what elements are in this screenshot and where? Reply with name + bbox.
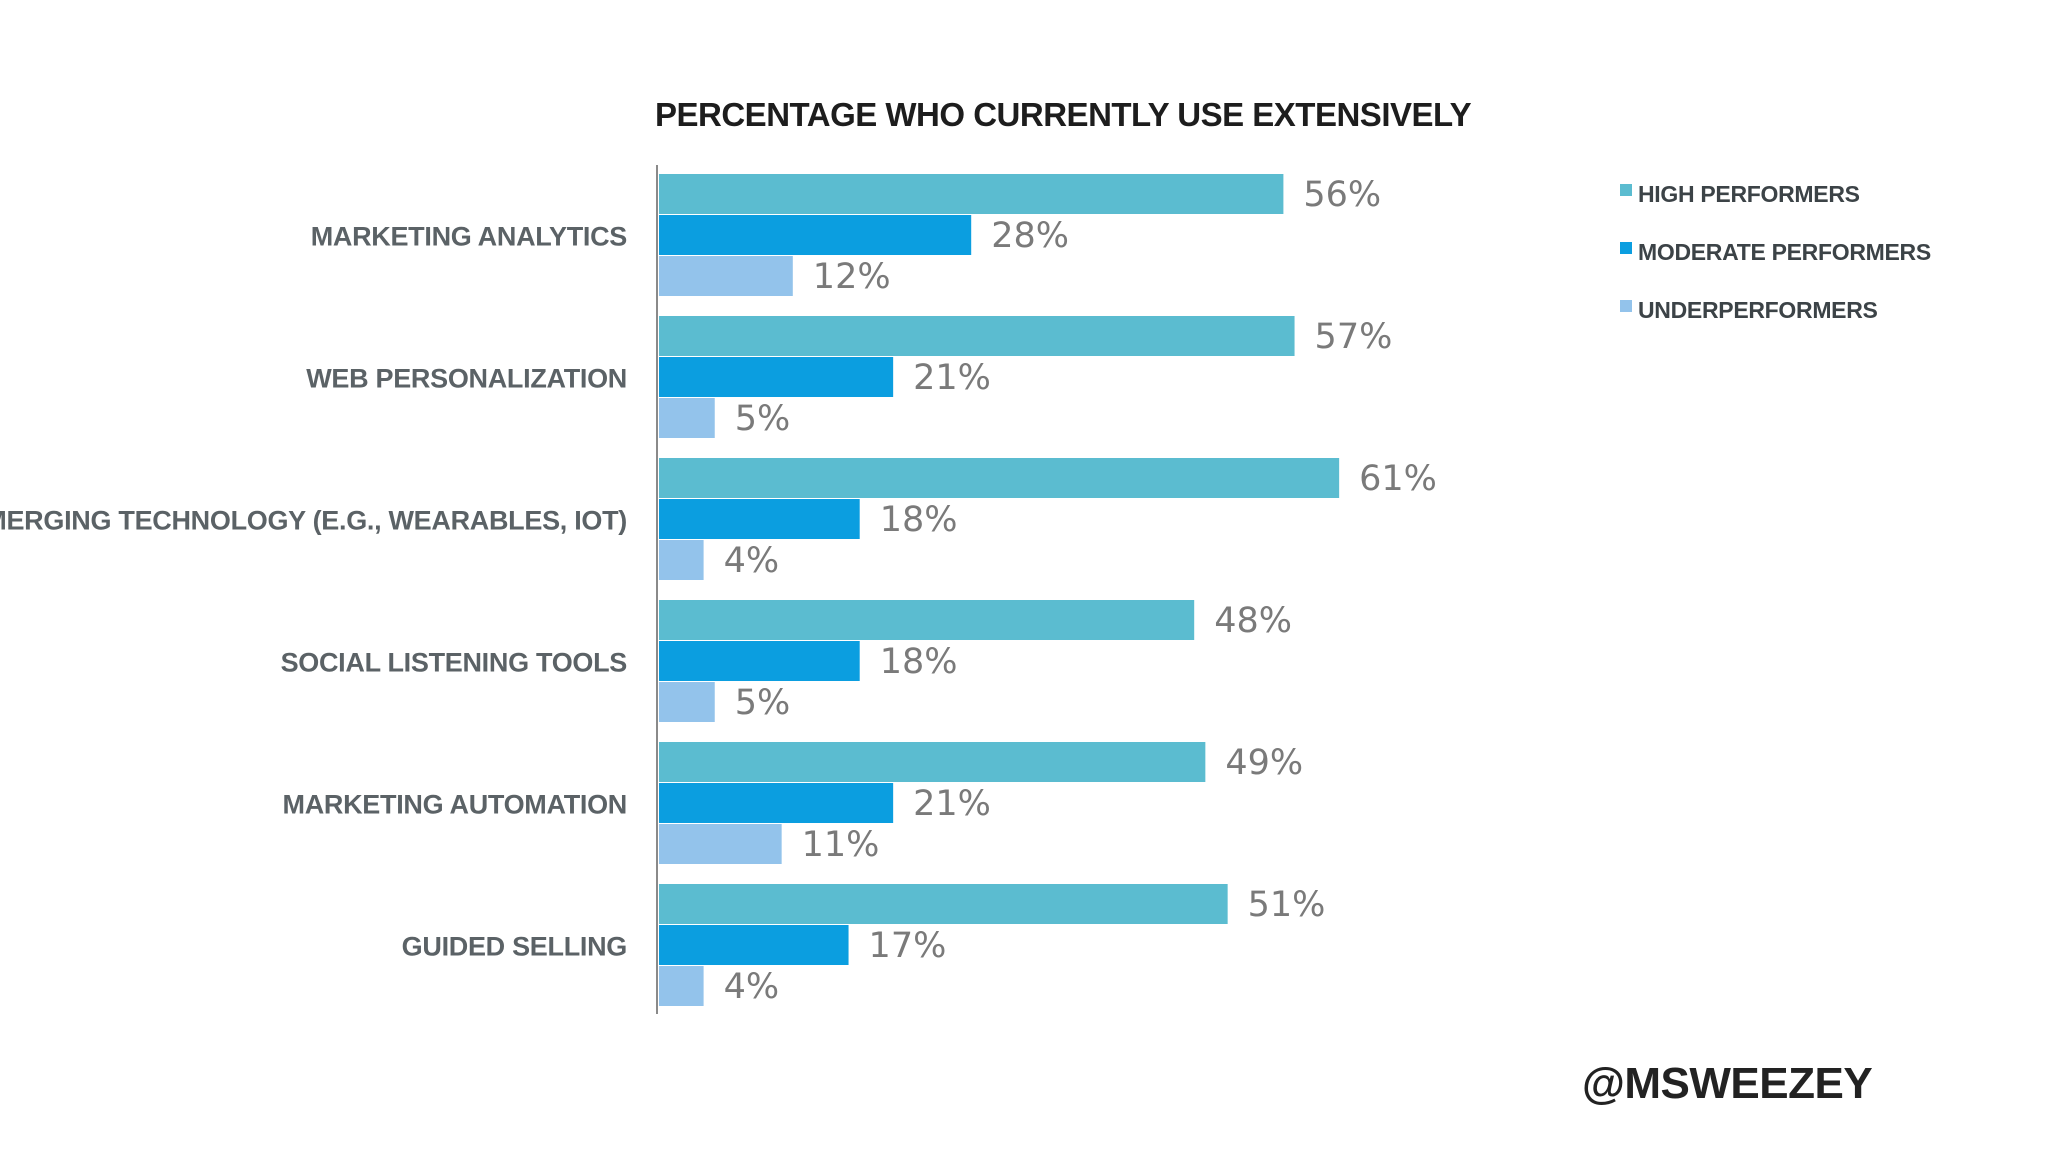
bar-moderate-performers-emerging-technology-e-g-wearables-iot xyxy=(659,499,860,539)
legend-swatch-high-performers xyxy=(1620,184,1632,196)
category-label-social-listening-tools: SOCIAL LISTENING TOOLS xyxy=(281,648,627,678)
category-label-guided-selling: GUIDED SELLING xyxy=(402,932,627,962)
bar-high-performers-social-listening-tools xyxy=(659,600,1195,640)
legend: HIGH PERFORMERS MODERATE PERFORMERS UNDERP… xyxy=(1620,181,1931,323)
bar-high-performers-emerging-technology-e-g-wearables-iot xyxy=(659,458,1340,498)
category-label-marketing-automation: MARKETING AUTOMATION xyxy=(283,790,627,820)
bar-high-performers-marketing-automation xyxy=(659,742,1206,782)
legend-swatch-underperformers xyxy=(1620,300,1632,312)
value-label-moderate-performers-marketing-analytics: 28% xyxy=(991,216,1069,256)
category-labels: MARKETING ANALYTICS WEB PERSONALIZATION EM… xyxy=(0,222,627,962)
legend-label-moderate-performers: MODERATE PERFORMERS xyxy=(1638,239,1931,265)
bar-moderate-performers-social-listening-tools xyxy=(659,641,860,681)
value-label-high-performers-marketing-analytics: 56% xyxy=(1303,175,1381,215)
value-label-underperformers-social-listening-tools: 5% xyxy=(735,683,791,723)
legend-label-underperformers: UNDERPERFORMERS xyxy=(1638,297,1878,323)
bar-moderate-performers-marketing-analytics xyxy=(659,215,972,255)
bar-underperformers-social-listening-tools xyxy=(659,682,715,722)
value-label-moderate-performers-web-personalization: 21% xyxy=(913,358,991,398)
value-label-moderate-performers-marketing-automation: 21% xyxy=(913,784,991,824)
value-label-underperformers-marketing-analytics: 12% xyxy=(813,257,891,297)
bar-underperformers-marketing-automation xyxy=(659,824,782,864)
bar-underperformers-marketing-analytics xyxy=(659,256,793,296)
value-label-high-performers-social-listening-tools: 48% xyxy=(1214,601,1292,641)
value-label-underperformers-guided-selling: 4% xyxy=(724,967,780,1007)
value-label-high-performers-web-personalization: 57% xyxy=(1315,317,1393,357)
value-label-underperformers-marketing-automation: 11% xyxy=(802,825,880,865)
bar-underperformers-emerging-technology-e-g-wearables-iot xyxy=(659,540,704,580)
chart-title: PERCENTAGE WHO CURRENTLY USE EXTENSIVELY xyxy=(655,96,1472,133)
value-label-moderate-performers-emerging-technology-e-g-wearables-iot: 18% xyxy=(880,500,958,540)
bar-high-performers-marketing-analytics xyxy=(659,174,1284,214)
value-label-high-performers-emerging-technology-e-g-wearables-iot: 61% xyxy=(1359,459,1437,499)
bar-underperformers-guided-selling xyxy=(659,966,704,1006)
bar-high-performers-guided-selling xyxy=(659,884,1228,924)
category-label-marketing-analytics: MARKETING ANALYTICS xyxy=(311,222,627,252)
bar-underperformers-web-personalization xyxy=(659,398,715,438)
value-label-underperformers-emerging-technology-e-g-wearables-iot: 4% xyxy=(724,541,780,581)
value-label-moderate-performers-guided-selling: 17% xyxy=(869,926,947,966)
value-label-high-performers-guided-selling: 51% xyxy=(1248,885,1326,925)
legend-swatch-moderate-performers xyxy=(1620,242,1632,254)
bar-moderate-performers-guided-selling xyxy=(659,925,849,965)
value-label-high-performers-marketing-automation: 49% xyxy=(1225,743,1303,783)
value-label-underperformers-web-personalization: 5% xyxy=(735,399,791,439)
legend-label-high-performers: HIGH PERFORMERS xyxy=(1638,181,1860,207)
bar-moderate-performers-marketing-automation xyxy=(659,783,894,823)
value-label-moderate-performers-social-listening-tools: 18% xyxy=(880,642,958,682)
category-label-web-personalization: WEB PERSONALIZATION xyxy=(306,364,627,394)
category-label-emerging-technology-e-g-wearables-iot: EMERGING TECHNOLOGY (E.G., WEARABLES, IO… xyxy=(0,506,627,536)
value-labels: 56% 28% 12% 57% 21% 5% 61% 18% 4% 48% 18% 5% 49% 21% 1… xyxy=(724,175,1437,1007)
bars xyxy=(659,174,1340,1006)
bar-moderate-performers-web-personalization xyxy=(659,357,894,397)
bar-high-performers-web-personalization xyxy=(659,316,1295,356)
author-handle: @MSWEEZEY xyxy=(1582,1059,1872,1108)
